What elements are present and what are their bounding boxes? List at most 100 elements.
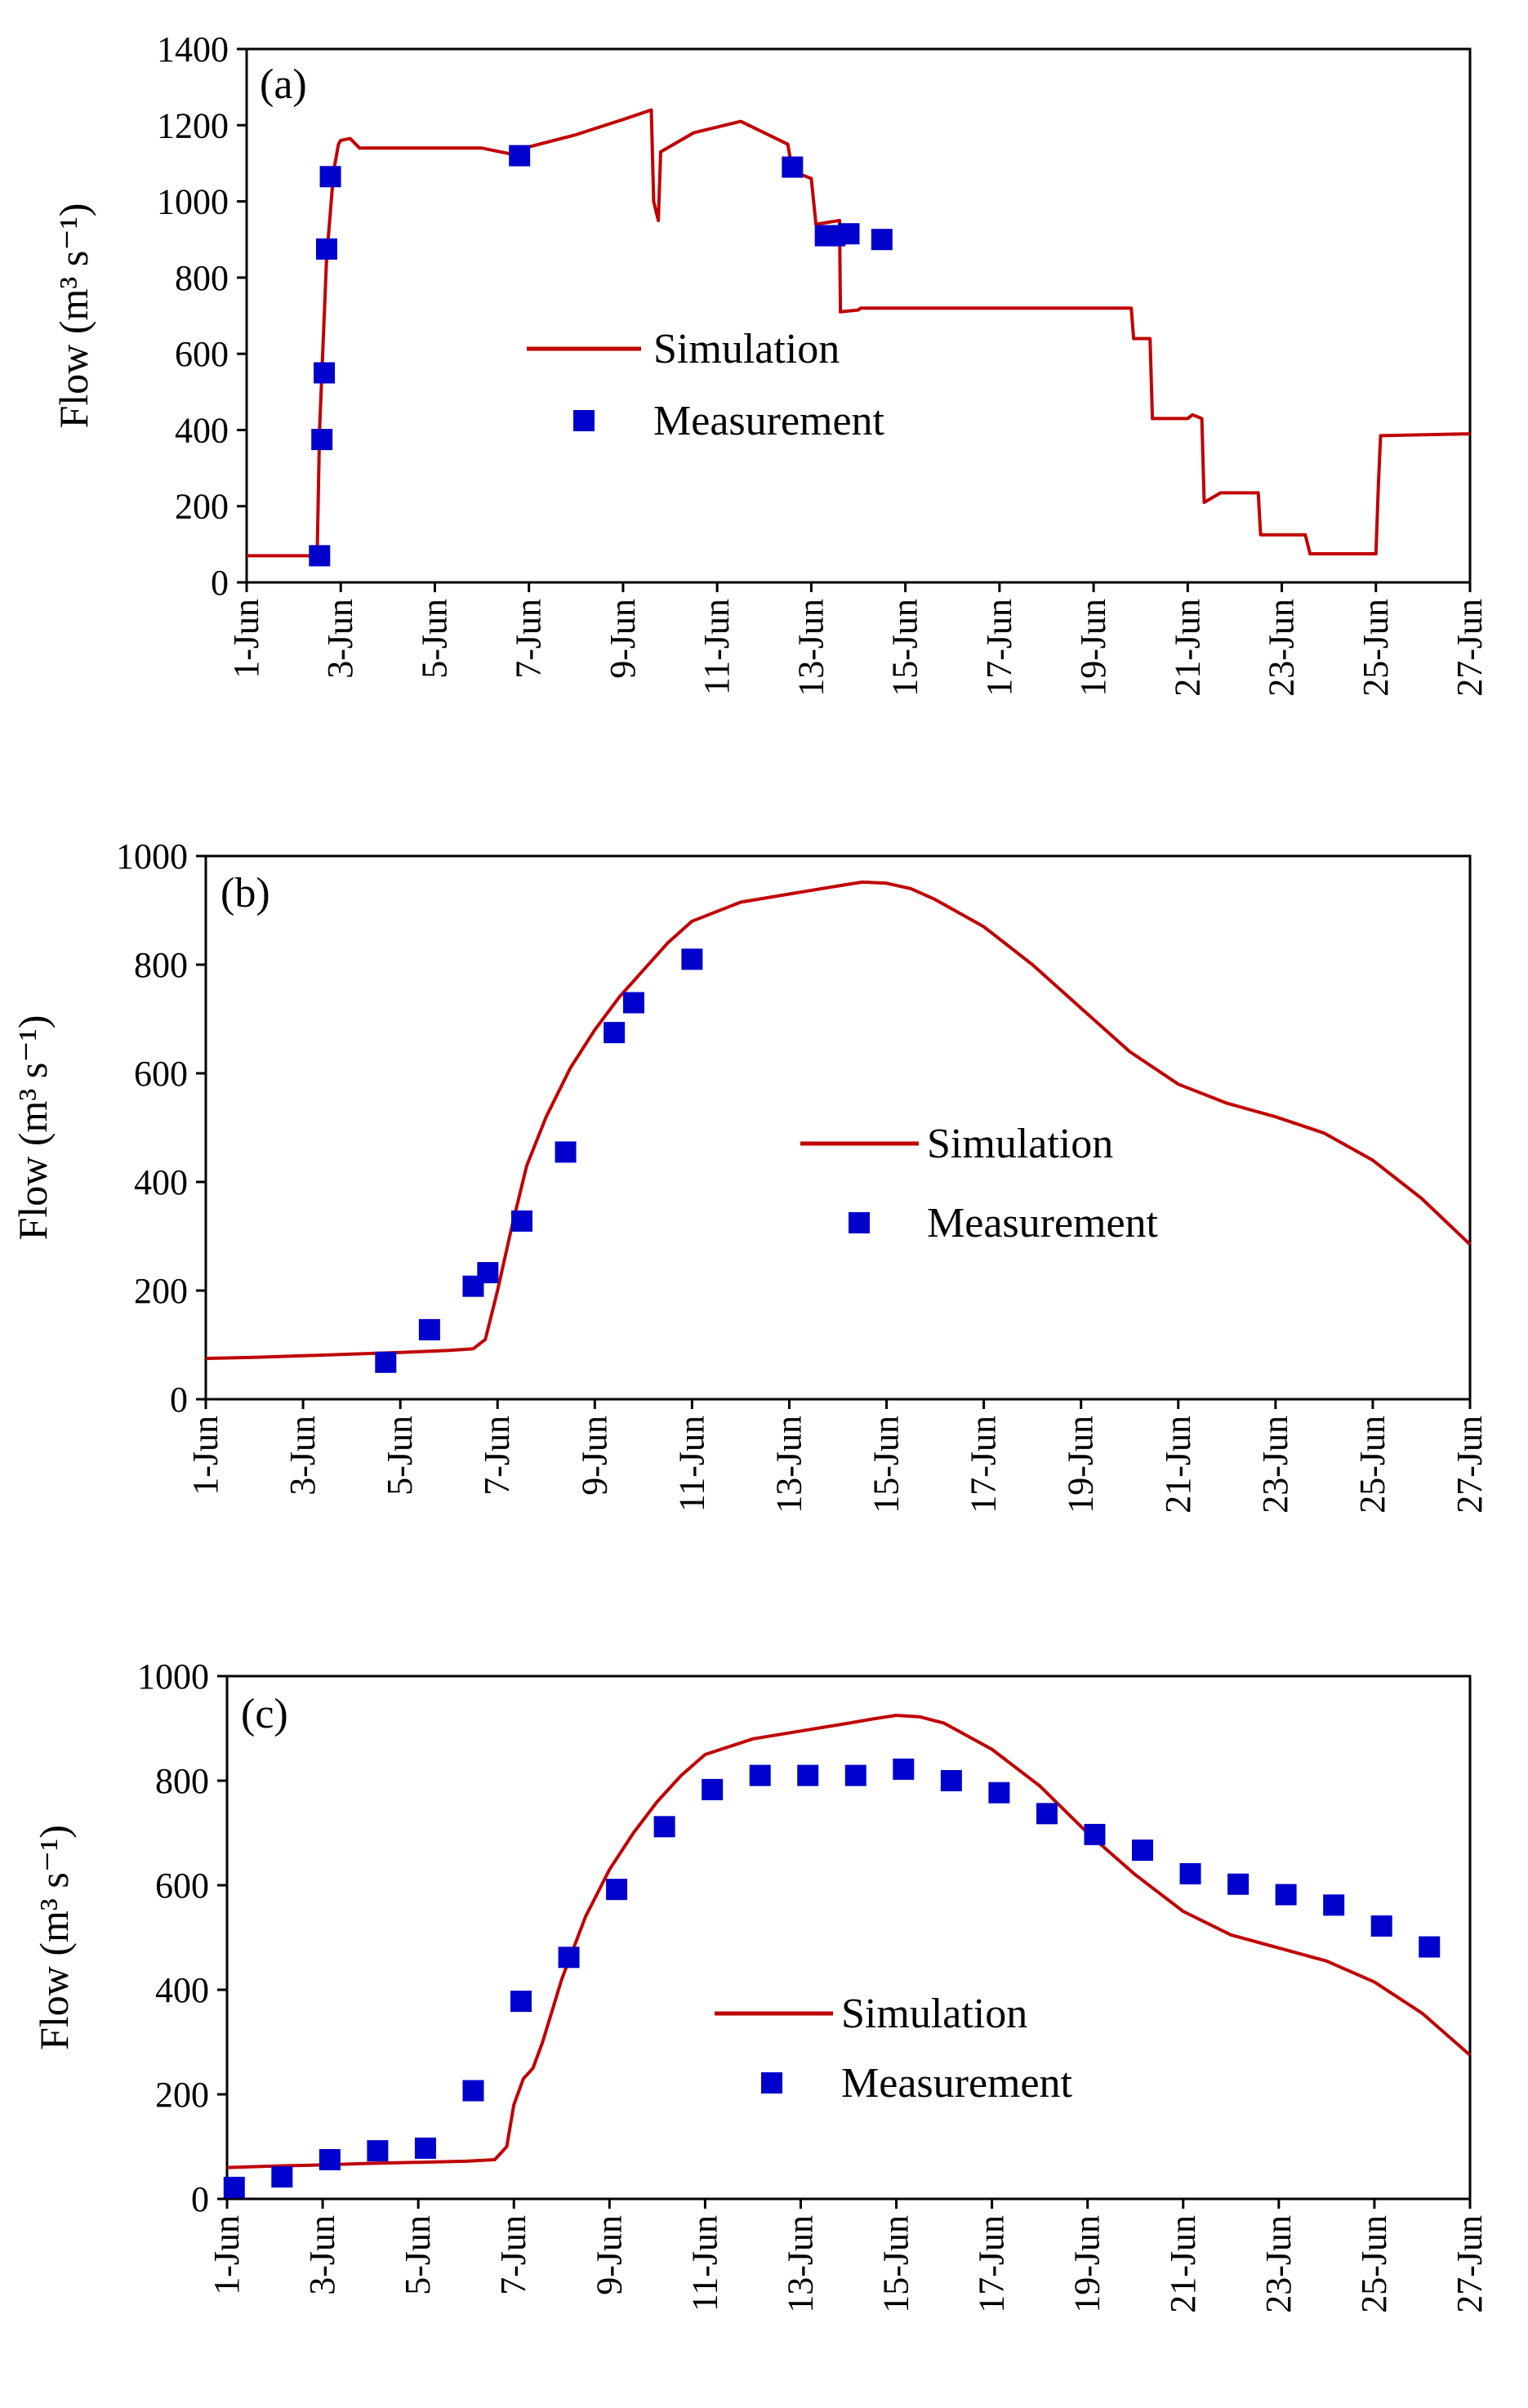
panel-a-x-tick-label: 5-Jun bbox=[414, 599, 454, 679]
panel-b-measurement-point bbox=[375, 1351, 397, 1373]
panel-c-simulation-line bbox=[226, 1714, 1472, 2169]
panel-a-x-tick-label: 27-Jun bbox=[1450, 599, 1490, 697]
panel-c-measurement-point bbox=[702, 1778, 724, 1800]
panel-c-measurement-point bbox=[414, 2137, 436, 2159]
panel-a-y-tick-label: 800 bbox=[175, 258, 229, 298]
panel-a: 0 200 400 600 800 1000 1200 1400 1-Jun 3-Jun 5-Jun… bbox=[51, 29, 1490, 697]
panel-a-label: (a) bbox=[260, 61, 307, 108]
panel-c-measurement-point bbox=[319, 2149, 341, 2170]
panel-c-y-tick-label: 1000 bbox=[137, 1657, 209, 1697]
panel-b-x-tick-label: 5-Jun bbox=[380, 1416, 420, 1496]
panel-c-measurement-point bbox=[653, 1816, 675, 1838]
panel-c-label: (c) bbox=[241, 1691, 288, 1737]
panel-b-x-tick-label: 27-Jun bbox=[1450, 1416, 1490, 1514]
panel-c-x-tick-label: 25-Jun bbox=[1354, 2215, 1394, 2313]
panel-a-x-tick-label: 19-Jun bbox=[1073, 599, 1113, 697]
panel-b-plot-frame bbox=[204, 854, 1472, 1401]
panel-c-measurement-point bbox=[1227, 1873, 1250, 1895]
panel-c-measurement-point bbox=[223, 2176, 245, 2198]
panel-c-x-tick-label: 27-Jun bbox=[1450, 2215, 1490, 2313]
panel-b-measurement-point bbox=[418, 1318, 440, 1340]
panel-c-measurement-point bbox=[462, 2080, 484, 2102]
panel-c-x-tick-label: 19-Jun bbox=[1067, 2215, 1107, 2313]
panel-c-measurement-point bbox=[1419, 1936, 1441, 1958]
panel-a-legend-measurement-label: Measurement bbox=[653, 398, 885, 444]
panel-a-y-tick-label: 400 bbox=[175, 410, 229, 450]
panel-a-legend: Simulation Measurement bbox=[527, 326, 885, 444]
panel-a-x-tick-label: 11-Jun bbox=[697, 599, 737, 695]
panel-c-measurement-point bbox=[271, 2166, 293, 2188]
panel-c-x-tick-label: 1-Jun bbox=[207, 2215, 247, 2295]
panel-a-x-tick-label: 15-Jun bbox=[885, 599, 925, 697]
panel-c-measurement-point bbox=[606, 1879, 628, 1901]
panel-b-x-tick-label: 1-Jun bbox=[185, 1416, 225, 1496]
panel-b-y-axis-title: Flow (m³ s⁻¹) bbox=[10, 1015, 56, 1241]
panel-b: 0 200 400 600 800 1000 1-Jun 3-Jun 5-Jun 7-Jun 9-J… bbox=[10, 836, 1490, 1514]
panel-c-x-tick-label: 5-Jun bbox=[398, 2215, 438, 2295]
panel-c-y-tick-label: 400 bbox=[155, 1970, 209, 2010]
panel-c-plot-frame bbox=[225, 1674, 1472, 2201]
panel-b-measurement-point bbox=[555, 1141, 577, 1163]
panel-a-plot-frame bbox=[245, 47, 1472, 584]
panel-b-x-tick-label: 11-Jun bbox=[671, 1416, 711, 1512]
panel-b-x-tick-label: 9-Jun bbox=[574, 1416, 614, 1496]
panel-b-legend-simulation-label: Simulation bbox=[927, 1121, 1113, 1167]
panel-a-y-tick-label: 600 bbox=[175, 334, 229, 374]
panel-c-y-axis-title: Flow (m³ s⁻¹) bbox=[31, 1825, 77, 2050]
panel-c-measurement-point bbox=[749, 1764, 771, 1786]
panel-b-measurement-point bbox=[622, 992, 644, 1014]
panel-c-measurement-point bbox=[1275, 1884, 1297, 1906]
panel-a-x-tick-label: 1-Jun bbox=[226, 599, 266, 679]
panel-a-measurement-point bbox=[319, 166, 341, 188]
panel-b-x-tick-label: 3-Jun bbox=[283, 1416, 323, 1496]
panel-c-measurement-point bbox=[797, 1764, 819, 1786]
panel-b-y-tick-label: 800 bbox=[134, 945, 188, 985]
panel-c-legend-simulation-label: Simulation bbox=[841, 1991, 1027, 2037]
panel-c-legend-measurement-swatch bbox=[761, 2072, 782, 2094]
panel-a-y-tick-label: 1000 bbox=[157, 182, 229, 222]
panel-a-measurement-point bbox=[311, 429, 333, 451]
panel-b-simulation-line bbox=[205, 880, 1472, 1361]
panel-b-y-tick-label: 1000 bbox=[116, 836, 188, 876]
panel-c: 0 200 400 600 800 1000 1-Jun 3-Jun 5-Jun 7-Jun 9-J… bbox=[31, 1657, 1490, 2313]
panel-b-x-tick-label: 13-Jun bbox=[768, 1416, 809, 1514]
panel-c-y-tick-label: 200 bbox=[155, 2075, 209, 2115]
panel-b-y-tick-label: 0 bbox=[170, 1380, 188, 1420]
panel-c-y-tick-label: 600 bbox=[155, 1866, 209, 1906]
panel-a-measurement-point bbox=[314, 362, 336, 384]
panel-c-x-tick-label: 13-Jun bbox=[780, 2215, 820, 2313]
panel-a-x-tick-label: 7-Jun bbox=[509, 599, 549, 679]
panel-b-legend-measurement-label: Measurement bbox=[927, 1200, 1159, 1246]
panel-c-x-tick-label: 11-Jun bbox=[684, 2215, 724, 2312]
panel-a-y-tick-label: 0 bbox=[211, 563, 229, 603]
panel-c-measurement-point bbox=[367, 2140, 389, 2162]
panel-b-x-tick-label: 7-Jun bbox=[477, 1416, 517, 1496]
panel-c-x-tick-label: 7-Jun bbox=[493, 2215, 533, 2295]
panel-c-measurement-point bbox=[1370, 1915, 1392, 1937]
panel-a-y-axis-title: Flow (m³ s⁻¹) bbox=[51, 203, 96, 429]
panel-b-y-tick-label: 600 bbox=[134, 1054, 188, 1094]
panel-b-x-tick-label: 15-Jun bbox=[866, 1416, 907, 1514]
panel-a-x-tick-label: 13-Jun bbox=[791, 599, 831, 697]
panel-a-x-tick-label: 25-Jun bbox=[1356, 599, 1396, 697]
panel-a-x-tick-label: 23-Jun bbox=[1262, 599, 1302, 697]
panel-a-y-tick-label: 1400 bbox=[157, 29, 229, 69]
panel-b-measurement-point bbox=[477, 1262, 499, 1284]
panel-a-simulation-line bbox=[247, 108, 1471, 558]
panel-c-x-tick-label: 21-Jun bbox=[1163, 2215, 1203, 2313]
panel-b-x-tick-label: 17-Jun bbox=[964, 1416, 1004, 1514]
panel-c-measurement-point bbox=[510, 1991, 532, 2013]
panel-b-legend-measurement-swatch bbox=[849, 1212, 870, 1233]
panel-b-legend: Simulation Measurement bbox=[800, 1121, 1159, 1246]
panel-c-x-tick-label: 3-Jun bbox=[302, 2215, 342, 2295]
panel-a-legend-measurement-swatch bbox=[573, 410, 595, 431]
panel-b-x-tick-label: 25-Jun bbox=[1352, 1416, 1392, 1514]
panel-b-x-tick-label: 19-Jun bbox=[1061, 1416, 1101, 1514]
panel-a-x-tick-label: 17-Jun bbox=[979, 599, 1019, 697]
panel-b-measurement-point bbox=[604, 1022, 626, 1044]
panel-c-measurement-point bbox=[844, 1764, 866, 1786]
panel-a-y-tick-label: 1200 bbox=[157, 105, 229, 145]
panel-c-legend-measurement-label: Measurement bbox=[841, 2060, 1073, 2107]
panel-a-measurement-point bbox=[871, 229, 893, 251]
